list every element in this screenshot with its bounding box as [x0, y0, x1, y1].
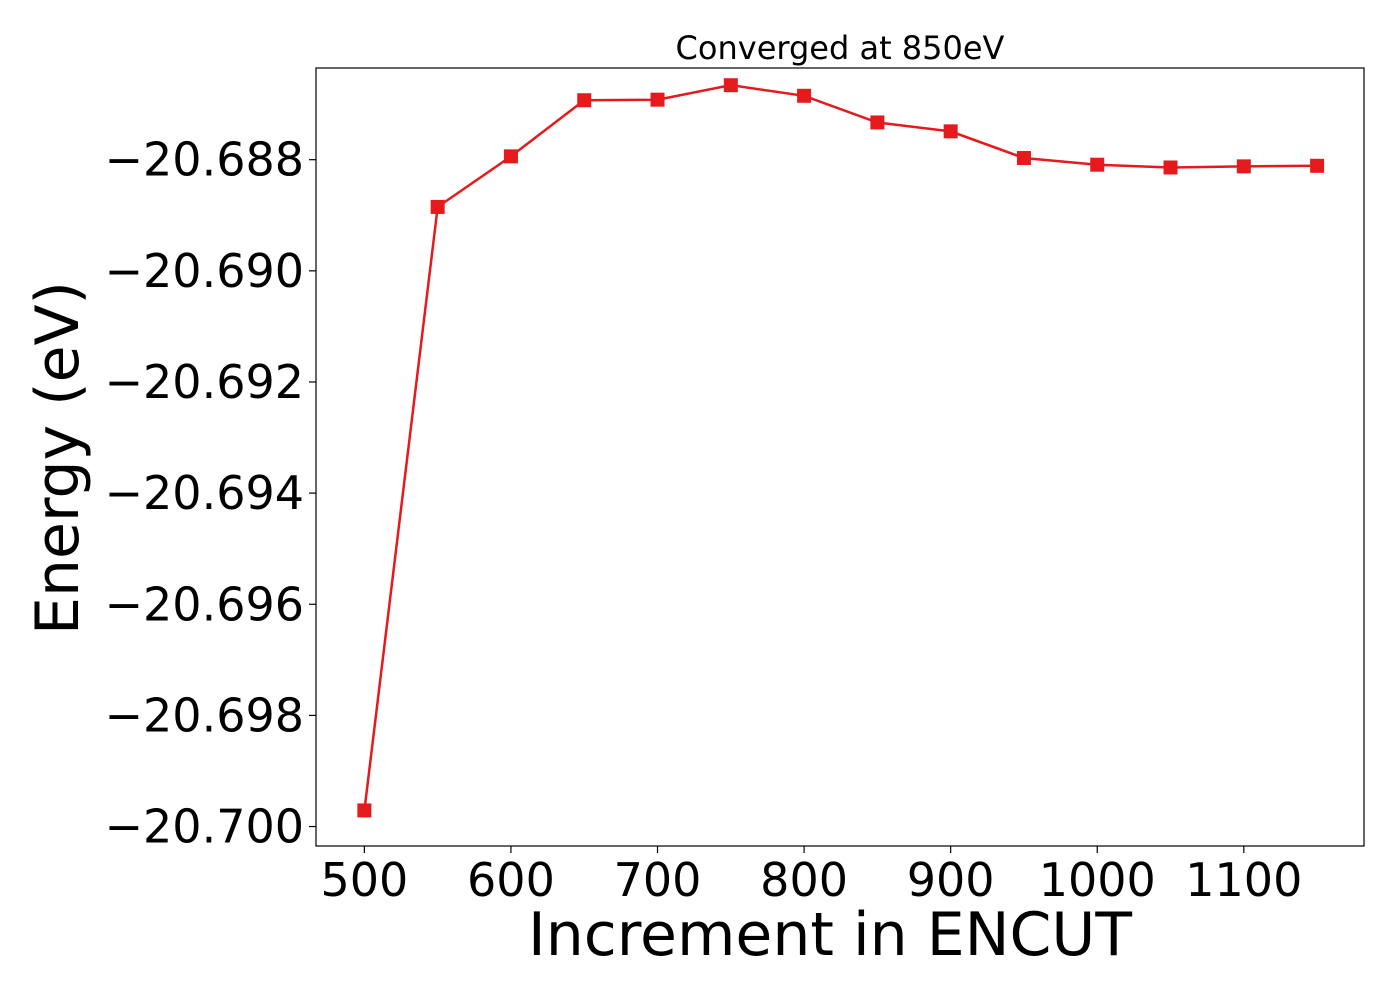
- data-point: [1090, 157, 1105, 172]
- x-axis: 500 600 700 800 900 1000 1100: [320, 846, 1302, 907]
- data-point: [430, 199, 445, 214]
- series-line: [363, 83, 1318, 811]
- data-point: [723, 78, 738, 93]
- y-tick-label: −20.694: [105, 466, 305, 520]
- data-point: [1236, 159, 1251, 174]
- y-tick-label: −20.700: [105, 800, 305, 854]
- data-point: [357, 803, 372, 818]
- data-point: [870, 115, 885, 130]
- data-point: [503, 149, 518, 164]
- data-point: [650, 92, 665, 107]
- x-tick-label: 1100: [1185, 853, 1302, 907]
- data-point: [1016, 151, 1031, 166]
- y-tick-label: −20.698: [105, 688, 305, 742]
- data-point: [797, 88, 812, 103]
- data-point: [943, 124, 958, 139]
- x-tick-label: 800: [760, 853, 848, 907]
- data-point: [577, 93, 592, 108]
- x-tick-label: 600: [467, 853, 555, 907]
- series-group: [357, 78, 1325, 818]
- data-point: [1310, 158, 1325, 173]
- x-tick-label: 700: [614, 853, 702, 907]
- y-tick-label: −20.692: [105, 355, 305, 409]
- y-axis: −20.700 −20.698 −20.696 −20.694 −20.692 −20.6…: [105, 133, 316, 854]
- x-axis-label: Increment in ENCUT: [528, 900, 1132, 970]
- x-tick-label: 500: [320, 853, 408, 907]
- chart-title: Converged at 850eV: [676, 29, 1005, 67]
- y-tick-label: −20.690: [105, 244, 305, 298]
- x-tick-label: 1000: [1039, 853, 1156, 907]
- data-point: [1163, 160, 1178, 175]
- x-tick-label: 900: [907, 853, 995, 907]
- y-axis-label: Energy (eV): [23, 281, 93, 635]
- y-tick-label: −20.688: [105, 133, 305, 187]
- y-tick-label: −20.696: [105, 577, 305, 631]
- plot-frame: [315, 67, 1365, 847]
